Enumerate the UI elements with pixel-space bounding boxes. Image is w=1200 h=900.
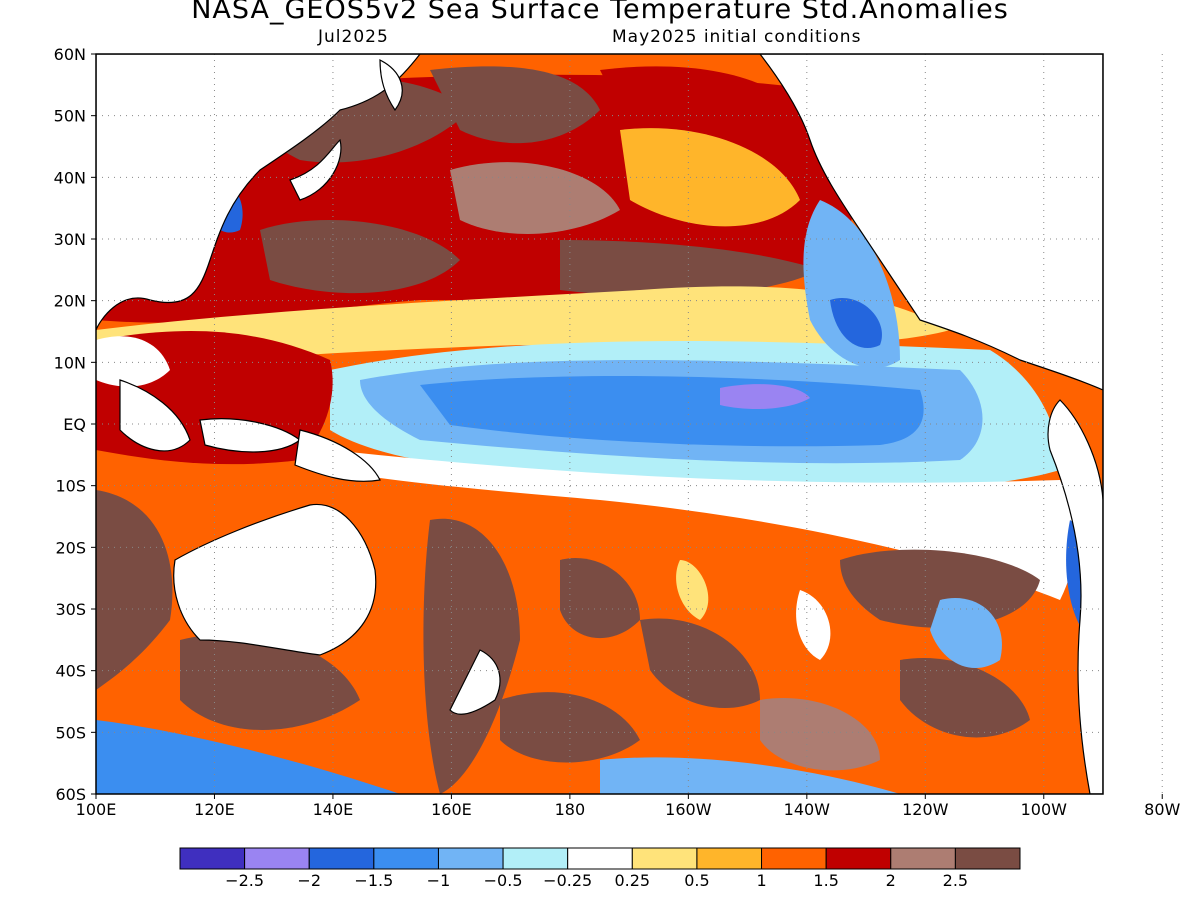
- longitude-axis: 100E 120E 140E 160E 180 160W 140W 120W 100W 80W: [76, 794, 1181, 819]
- colorbar-label: 0.5: [684, 871, 709, 890]
- colorbar-swatch: [373, 847, 439, 870]
- lon-tick-label: 160W: [665, 800, 712, 819]
- lon-tick-label: 140E: [313, 800, 354, 819]
- colorbar-label: 2: [886, 871, 896, 890]
- colorbar-label: −1.5: [354, 871, 393, 890]
- land-masses: [96, 54, 1103, 794]
- lon-tick-label: 160E: [431, 800, 472, 819]
- lat-tick-label: 60N: [54, 45, 86, 64]
- colorbar-label: −2.5: [225, 871, 264, 890]
- colorbar-label: 2.5: [943, 871, 968, 890]
- lat-tick-label: 60S: [55, 785, 86, 804]
- map-title: NASA_GEOS5v2 Sea Surface Temperature Std…: [191, 0, 1009, 25]
- lat-tick-label: 40N: [54, 168, 86, 187]
- colorbar-label: 1: [756, 871, 766, 890]
- colorbar-label: 1.5: [813, 871, 838, 890]
- lat-tick-label: 20S: [55, 538, 86, 557]
- colorbar-swatch: [825, 847, 892, 870]
- lat-tick-label: 20N: [54, 292, 86, 311]
- colorbar-swatch: [308, 847, 375, 870]
- lat-tick-label: 40S: [55, 662, 86, 681]
- lon-tick-label: 140W: [784, 800, 831, 819]
- lon-tick-label: 100W: [1021, 800, 1068, 819]
- colorbar-label: −1: [427, 871, 451, 890]
- lat-tick-label: EQ: [63, 415, 86, 434]
- colorbar-swatch: [696, 847, 763, 870]
- lon-tick-label: 180: [555, 800, 586, 819]
- lon-tick-label: 120E: [194, 800, 235, 819]
- lon-tick-label: 100E: [76, 800, 117, 819]
- lat-tick-label: 10N: [54, 353, 86, 372]
- colorbar-swatch: [890, 847, 956, 870]
- lat-tick-label: 30S: [55, 600, 86, 619]
- colorbar-swatch: [179, 847, 246, 870]
- colorbar-swatch: [567, 847, 633, 870]
- colorbar-label: −0.5: [484, 871, 523, 890]
- colorbar-swatch: [761, 847, 827, 870]
- lat-tick-label: 50N: [54, 107, 86, 126]
- colorbar-legend: −2.5 −2 −1.5 −1 −0.5 −0.25 0.25 0.5 1 1.5 2 2.5: [179, 847, 1021, 890]
- colorbar-swatch: [631, 847, 698, 870]
- forecast-month: Jul2025: [318, 27, 389, 47]
- lat-tick-label: 50S: [55, 723, 86, 742]
- lon-tick-label: 120W: [902, 800, 949, 819]
- colorbar-label: −0.25: [543, 871, 592, 890]
- colorbar-swatch: [954, 847, 1021, 870]
- colorbar-label: −2: [297, 871, 321, 890]
- colorbar-label: 0.25: [614, 871, 650, 890]
- lat-tick-label: 30N: [54, 230, 86, 249]
- lat-tick-label: 10S: [55, 477, 86, 496]
- colorbar-swatch: [437, 847, 504, 870]
- colorbar-swatch: [244, 847, 310, 870]
- lon-tick-label: 80W: [1144, 800, 1180, 819]
- initial-conditions: May2025 initial conditions: [612, 27, 862, 47]
- colorbar-swatch: [502, 847, 569, 870]
- latitude-axis: 60N 50N 40N 30N 20N 10N EQ 10S 20S 30S 40S 50S 60S: [54, 45, 96, 804]
